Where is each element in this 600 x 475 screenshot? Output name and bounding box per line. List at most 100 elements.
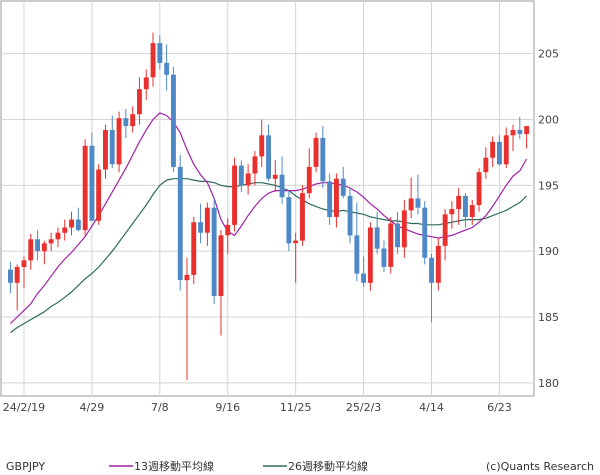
candle-body — [109, 130, 115, 165]
candle-body — [388, 223, 394, 267]
candle-48 — [334, 173, 339, 228]
candle-46 — [320, 126, 326, 188]
candle-body — [272, 174, 278, 179]
candle-body — [157, 43, 163, 63]
candle-body — [69, 219, 74, 228]
candle-17 — [123, 108, 129, 138]
candle-30 — [211, 198, 217, 304]
candle-36 — [252, 151, 258, 186]
candle-13 — [96, 164, 102, 225]
candle-27 — [191, 216, 197, 285]
candle-body — [415, 198, 421, 208]
candle-body — [75, 219, 81, 231]
candle-73 — [503, 127, 509, 169]
candle-body — [347, 195, 353, 236]
candle-body — [218, 235, 224, 296]
candle-15 — [109, 115, 115, 169]
candle-51 — [354, 202, 360, 282]
candle-body — [456, 195, 462, 210]
candle-body — [293, 240, 299, 244]
candle-body — [476, 172, 482, 206]
candle-body — [483, 157, 489, 173]
x-tick-label-5: 25/2/3 — [346, 401, 381, 414]
candle-body — [238, 165, 244, 186]
candle-61 — [422, 201, 428, 265]
candle-47 — [327, 173, 333, 225]
candle-body — [55, 232, 61, 240]
candle-body — [232, 165, 237, 225]
candle-28 — [198, 203, 203, 244]
candle-68 — [469, 199, 475, 225]
candle-41 — [286, 190, 292, 252]
ma26-line — [10, 178, 528, 334]
credit-label: (c)Quants Research — [486, 460, 594, 473]
candle-body — [313, 137, 319, 167]
candle-body — [463, 195, 468, 217]
y-tick-label-200: 200 — [538, 114, 559, 127]
candle-body — [340, 178, 346, 196]
candle-70 — [483, 147, 489, 179]
candle-39 — [272, 160, 278, 192]
candle-19 — [137, 77, 142, 125]
candle-body — [395, 223, 400, 248]
candle-body — [300, 193, 305, 241]
candle-body — [334, 178, 339, 217]
candle-body — [435, 245, 441, 283]
candle-body — [354, 235, 360, 274]
candle-35 — [245, 164, 251, 195]
candle-12 — [89, 132, 95, 221]
candle-44 — [306, 148, 312, 199]
candle-body — [252, 156, 258, 174]
candle-body — [191, 222, 197, 275]
candles — [8, 32, 530, 381]
candle-76 — [524, 126, 530, 149]
candle-body — [14, 267, 20, 283]
candle-18 — [130, 106, 136, 133]
grid-lines — [1, 1, 534, 396]
candle-body — [35, 239, 40, 252]
candle-63 — [435, 238, 441, 291]
candle-22 — [157, 35, 163, 70]
candle-body — [503, 135, 509, 165]
candle-33 — [232, 157, 237, 232]
candle-body — [21, 260, 27, 267]
candle-body — [374, 227, 380, 249]
candle-body — [524, 126, 530, 134]
candle-67 — [463, 193, 468, 228]
y-tick-label-205: 205 — [538, 48, 559, 61]
candle-body — [82, 145, 88, 231]
candle-body — [96, 169, 102, 221]
x-tick-labels: 24/2/19 4/29 7/8 9/16 11/25 25/2/3 4/14 6/23 — [3, 401, 512, 414]
candle-body — [103, 130, 108, 170]
candle-body — [198, 222, 203, 233]
candle-body — [8, 269, 13, 283]
candle-body — [137, 89, 142, 115]
candle-59 — [408, 177, 414, 219]
candle-3 — [28, 234, 34, 270]
candle-65 — [449, 201, 455, 229]
candle-body — [48, 239, 54, 244]
candle-body — [469, 205, 475, 217]
candle-body — [204, 207, 210, 233]
candle-body — [259, 135, 265, 157]
candle-body — [408, 198, 414, 211]
candle-5 — [41, 240, 47, 265]
y-tick-label-185: 185 — [538, 311, 559, 324]
candle-1 — [14, 264, 20, 311]
candle-54 — [374, 211, 380, 254]
candle-14 — [103, 124, 108, 179]
candle-20 — [143, 69, 149, 100]
candle-body — [130, 114, 136, 127]
candle-body — [171, 74, 176, 167]
candle-56 — [388, 216, 394, 274]
candle-body — [89, 145, 95, 221]
legend-ma13-label: 13週移動平均線 — [134, 459, 214, 473]
candle-body — [116, 118, 122, 165]
candle-body — [327, 181, 333, 217]
candle-53 — [367, 222, 373, 291]
x-tick-label-7: 6/23 — [487, 401, 512, 414]
candle-body — [279, 174, 285, 198]
candle-10 — [75, 207, 81, 232]
candle-69 — [476, 168, 482, 212]
